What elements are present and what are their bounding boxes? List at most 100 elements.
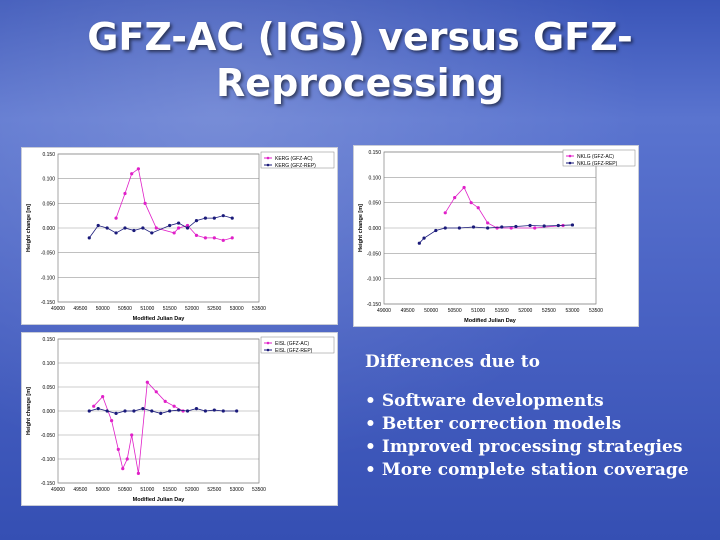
y-axis-label: Height change [m] bbox=[26, 204, 32, 252]
data-point bbox=[443, 211, 447, 215]
data-point bbox=[92, 404, 96, 408]
x-tick-label: 50000 bbox=[96, 487, 110, 493]
data-point bbox=[150, 409, 154, 413]
legend-label: EISL (GFZ-AC) bbox=[275, 341, 309, 347]
x-tick-label: 51500 bbox=[163, 306, 177, 312]
y-tick-label: 0.050 bbox=[42, 385, 55, 391]
data-point bbox=[533, 226, 537, 230]
chart-kerg-svg: 0.1500.1000.0500.000-0.050-0.100-0.15049… bbox=[26, 151, 335, 322]
data-point bbox=[476, 206, 480, 210]
y-tick-label: 0.150 bbox=[368, 150, 381, 156]
legend-marker bbox=[266, 341, 270, 345]
y-tick-label: 0.050 bbox=[42, 201, 55, 207]
data-point bbox=[185, 223, 190, 228]
data-point bbox=[105, 409, 109, 413]
data-point bbox=[212, 236, 216, 240]
x-tick-label: 52500 bbox=[542, 308, 556, 314]
data-point bbox=[168, 223, 172, 228]
x-tick-label: 49500 bbox=[73, 487, 87, 493]
data-point bbox=[194, 219, 199, 223]
bullet-item: • More complete station coverage bbox=[365, 459, 715, 482]
data-point bbox=[114, 231, 118, 235]
x-tick-label: 49500 bbox=[401, 308, 415, 314]
y-tick-label: -0.100 bbox=[367, 277, 381, 283]
data-point bbox=[87, 409, 91, 413]
y-tick-label: -0.100 bbox=[41, 275, 55, 281]
data-point bbox=[185, 226, 190, 230]
y-axis-label: Height change [m] bbox=[26, 387, 32, 435]
legend-box bbox=[562, 149, 636, 167]
legend-marker bbox=[266, 348, 270, 352]
data-point bbox=[154, 390, 158, 394]
y-tick-label: -0.150 bbox=[41, 481, 55, 487]
x-tick-label: 51500 bbox=[163, 487, 177, 493]
data-point bbox=[114, 216, 118, 220]
data-point bbox=[528, 223, 532, 228]
series-line-gfz-ac bbox=[444, 186, 564, 229]
x-tick-label: 52500 bbox=[207, 306, 221, 312]
bullet-item: • Improved processing strategies bbox=[365, 436, 715, 459]
x-tick-label: 51000 bbox=[471, 308, 485, 314]
legend-label: KERG (GFZ-AC) bbox=[275, 156, 313, 162]
bullet-text: Improved processing strategies bbox=[381, 437, 683, 457]
data-point bbox=[123, 409, 127, 413]
bullet-text: Software developments bbox=[381, 391, 604, 411]
x-tick-label: 49500 bbox=[73, 306, 87, 312]
data-point bbox=[168, 409, 172, 413]
y-tick-label: -0.050 bbox=[41, 433, 55, 439]
bullet-dot-icon: • bbox=[365, 414, 376, 434]
data-point bbox=[177, 408, 181, 412]
series-line-gfz-rep bbox=[419, 224, 573, 244]
x-tick-label: 53500 bbox=[589, 308, 603, 314]
data-point bbox=[542, 224, 546, 228]
data-point bbox=[212, 408, 216, 412]
bullet-dot-icon: • bbox=[365, 437, 376, 457]
x-tick-label: 52500 bbox=[207, 487, 221, 493]
x-axis-label: Modified Julian Day bbox=[464, 318, 517, 324]
data-point bbox=[123, 226, 127, 230]
data-point bbox=[514, 224, 518, 229]
data-point bbox=[132, 409, 136, 413]
data-point bbox=[114, 411, 118, 415]
y-tick-label: 0.150 bbox=[42, 337, 55, 343]
y-tick-label: 0.100 bbox=[42, 177, 55, 183]
chart-nklg-svg: 0.1500.1000.0500.000-0.050-0.100-0.15049… bbox=[358, 149, 636, 324]
data-point bbox=[235, 409, 239, 413]
legend-box bbox=[260, 151, 335, 169]
differences-panel: Differences due to • Software development… bbox=[365, 352, 715, 482]
data-point bbox=[570, 223, 575, 227]
data-point bbox=[116, 447, 120, 451]
data-point bbox=[434, 228, 438, 233]
data-point bbox=[230, 236, 234, 240]
y-tick-label: 0.000 bbox=[368, 226, 381, 232]
y-tick-label: -0.050 bbox=[41, 251, 55, 257]
data-point bbox=[96, 407, 100, 411]
data-point bbox=[203, 409, 207, 413]
x-tick-label: 53500 bbox=[252, 306, 266, 312]
bullet-dot-icon: • bbox=[365, 460, 376, 480]
data-point bbox=[457, 226, 461, 230]
data-point bbox=[203, 236, 207, 240]
data-point bbox=[130, 172, 134, 176]
plot-area-frame bbox=[383, 151, 597, 305]
data-point bbox=[471, 225, 476, 229]
data-point bbox=[159, 411, 163, 415]
slide-title: GFZ-AC (IGS) versus GFZ- Reprocessing bbox=[60, 14, 660, 106]
data-point bbox=[96, 223, 100, 228]
y-tick-label: 0.000 bbox=[42, 409, 55, 415]
x-tick-label: 49000 bbox=[377, 308, 391, 314]
y-tick-label: -0.150 bbox=[41, 300, 55, 306]
data-point bbox=[105, 226, 109, 230]
data-point bbox=[154, 226, 158, 230]
legend-marker bbox=[568, 154, 572, 158]
y-tick-label: -0.050 bbox=[367, 251, 381, 257]
data-point bbox=[194, 407, 199, 411]
x-tick-label: 53000 bbox=[230, 306, 244, 312]
x-tick-label: 49000 bbox=[51, 487, 65, 493]
data-point bbox=[486, 226, 490, 230]
data-point bbox=[185, 409, 190, 413]
x-tick-label: 50500 bbox=[118, 487, 132, 493]
data-point bbox=[125, 457, 129, 461]
data-point bbox=[136, 471, 140, 475]
legend-label: NKLG (GFZ-AC) bbox=[577, 154, 614, 160]
